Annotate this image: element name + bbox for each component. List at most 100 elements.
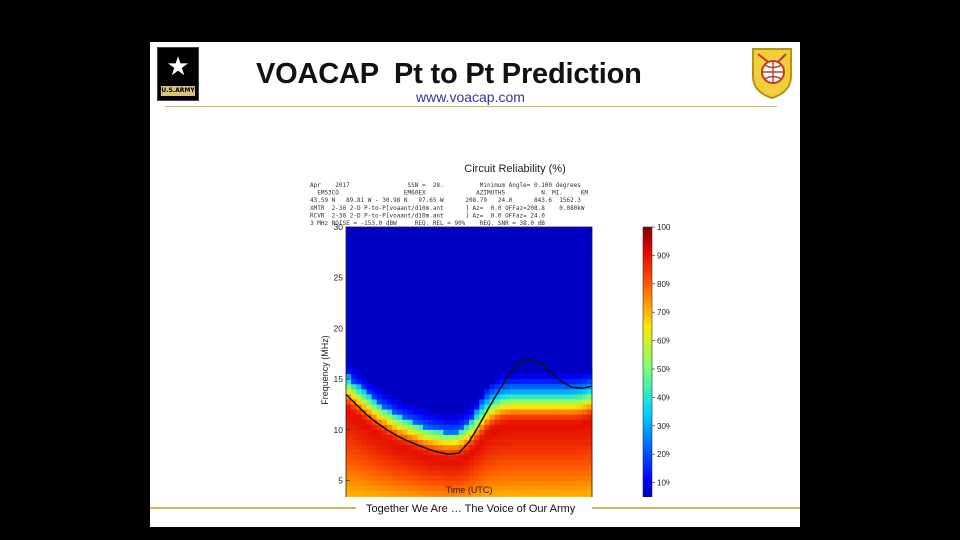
- heatmap-cell: [545, 465, 552, 471]
- heatmap-cell: [530, 379, 537, 385]
- heatmap-cell: [566, 490, 572, 497]
- heatmap-cell: [371, 490, 378, 497]
- heatmap-cell: [545, 480, 552, 487]
- heatmap-cell: [407, 485, 414, 492]
- heatmap-cell: [469, 424, 475, 431]
- heatmap-cell: [417, 409, 424, 416]
- heatmap-cell: [438, 495, 444, 497]
- heatmap-cell: [566, 434, 572, 441]
- heatmap-cell: [556, 424, 562, 431]
- heatmap-cell: [556, 394, 562, 400]
- heatmap-cell: [479, 404, 485, 410]
- heatmap-cell: [392, 485, 398, 492]
- heatmap-cell: [438, 440, 444, 446]
- heatmap-cell: [376, 399, 383, 405]
- heatmap-cell: [371, 445, 378, 451]
- heatmap-cell: [412, 445, 419, 451]
- heatmap-cell: [371, 465, 378, 471]
- heatmap-cell: [530, 440, 537, 446]
- heatmap-cell: [520, 434, 526, 441]
- heatmap-cell: [346, 465, 352, 471]
- heatmap-cell: [515, 429, 521, 436]
- heatmap-cell: [417, 424, 424, 431]
- heatmap-cell: [535, 470, 542, 476]
- heatmap-cell: [463, 445, 470, 451]
- heatmap-cell: [551, 399, 557, 405]
- heatmap-cell: [530, 434, 537, 441]
- heatmap-cell: [479, 394, 485, 400]
- heatmap-cell: [484, 495, 490, 497]
- heatmap-cell: [433, 485, 439, 492]
- heatmap-cell: [499, 379, 506, 385]
- heatmap-cell: [453, 495, 460, 497]
- heatmap-cell: [525, 480, 531, 487]
- heatmap-cell: [412, 485, 419, 492]
- heatmap-cell: [412, 424, 419, 431]
- heatmap-cell: [453, 490, 460, 497]
- colorbar-label: 50%: [657, 365, 670, 374]
- heatmap-cell: [463, 440, 470, 446]
- heatmap-cell: [535, 480, 542, 487]
- heatmap-cell: [366, 404, 373, 410]
- heatmap-cell: [463, 460, 470, 466]
- chart-header-line: RCVR 2-30 2-D P-to-P[voaant/d10m.ant ] A…: [310, 212, 545, 219]
- heatmap-cell: [494, 379, 501, 385]
- heatmap-cell: [581, 450, 588, 456]
- heatmap-cell: [346, 369, 352, 375]
- heatmap-cell: [540, 379, 547, 385]
- heatmap-cell: [422, 424, 429, 431]
- heatmap-cell: [561, 475, 567, 481]
- heatmap-cell: [479, 465, 485, 471]
- heatmap-cell: [397, 455, 403, 461]
- heatmap-cell: [407, 424, 414, 431]
- heatmap-cell: [412, 465, 419, 471]
- heatmap-cell: [448, 424, 455, 431]
- heatmap-cell: [494, 440, 501, 446]
- heatmap-cell: [469, 429, 475, 436]
- heatmap-cell: [545, 485, 552, 492]
- heatmap-cell: [510, 414, 516, 421]
- heatmap-cell: [545, 470, 552, 476]
- heatmap-cell: [463, 480, 470, 487]
- heatmap-cell: [561, 414, 567, 421]
- heatmap-cell: [551, 450, 557, 456]
- heatmap-cell: [504, 480, 511, 487]
- heatmap-cell: [504, 490, 511, 497]
- heatmap-cell: [535, 485, 542, 492]
- heatmap-cell: [361, 465, 367, 471]
- heatmap-cell: [576, 440, 583, 446]
- heatmap-cell: [515, 374, 521, 380]
- heatmap-cell: [422, 490, 429, 497]
- heatmap-cell: [576, 460, 583, 466]
- footer-divider-right: [592, 507, 800, 509]
- heatmap-cell: [571, 495, 578, 497]
- heatmap-cell: [499, 450, 506, 456]
- heatmap-cell: [412, 495, 419, 497]
- heatmap-cell: [571, 404, 578, 410]
- heatmap-cell: [412, 455, 419, 461]
- heatmap-cell: [453, 445, 460, 451]
- heatmap-cell: [356, 460, 362, 466]
- heatmap-cell: [530, 404, 537, 410]
- y-tick-label: 25: [334, 273, 344, 283]
- army-logo-text: U.S.ARMY: [161, 87, 195, 94]
- heatmap-cell: [545, 424, 552, 431]
- heatmap-cell: [371, 495, 378, 497]
- heatmap-cell: [504, 379, 511, 385]
- heatmap-cell: [407, 434, 414, 441]
- heatmap-cell: [556, 419, 562, 426]
- heatmap-cell: [515, 389, 521, 395]
- heatmap-cell: [387, 470, 393, 476]
- heatmap-cell: [545, 379, 552, 385]
- heatmap-cell: [433, 480, 439, 487]
- heatmap-cell: [407, 490, 414, 497]
- heatmap-cell: [561, 440, 567, 446]
- heatmap-cell: [510, 445, 516, 451]
- heatmap-cell: [397, 440, 403, 446]
- heatmap-cell: [535, 389, 542, 395]
- heatmap-cell: [540, 394, 547, 400]
- heatmap-cell: [576, 419, 583, 426]
- heatmap-cell: [392, 429, 398, 436]
- heatmap-cell: [474, 450, 480, 456]
- heatmap-cell: [417, 485, 424, 492]
